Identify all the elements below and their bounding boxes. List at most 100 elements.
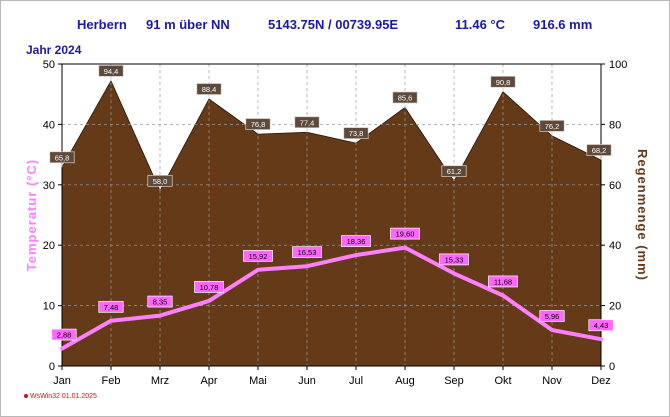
precipitation-data-label-box (392, 91, 418, 104)
temperature-data-label: 11,68 (488, 275, 518, 288)
precipitation-data-label-box (539, 120, 565, 132)
precipitation-data-label: 73,8 (343, 127, 369, 139)
temperature-data-label-box (194, 281, 224, 293)
precipitation-data-label-box (294, 116, 320, 129)
software-credit: WsWin32 01.01.2025 (24, 393, 97, 400)
x-axis-tick-label: Mai (249, 375, 267, 387)
precipitation-data-label: 85,6 (392, 91, 418, 104)
precipitation-data-label-text: 61,2 (447, 167, 462, 176)
temperature-data-label-box (439, 253, 469, 266)
temperature-data-label-box (341, 235, 371, 247)
temperature-data-label-text: 11,68 (494, 277, 512, 286)
precipitation-data-label: 61,2 (441, 165, 467, 178)
precipitation-data-label-text: 68,2 (592, 146, 607, 155)
temperature-data-label-box (243, 249, 273, 262)
x-axis-tick-label: Apr (200, 375, 217, 387)
credit-text: WsWin32 01.01.2025 (30, 393, 97, 400)
year-label: Jahr 2024 (26, 43, 82, 57)
annual-precipitation: 916.6 mm (533, 17, 593, 32)
temperature-data-label-text: 2,88 (57, 331, 72, 340)
plot-border (61, 63, 602, 367)
temperature-data-label-text: 7,48 (104, 303, 119, 312)
temperature-data-label: 2,88 (51, 328, 77, 341)
precipitation-data-label: 76,8 (245, 118, 271, 130)
temperature-line (60, 245, 603, 351)
precipitation-data-label-box (343, 127, 369, 139)
temperature-data-label-text: 4,43 (594, 321, 609, 330)
right-axis-tick-label: 60 (609, 180, 621, 192)
precipitation-data-label: 77,4 (294, 116, 320, 129)
precipitation-data-label-box (490, 75, 516, 88)
temperature-data-label: 8,35 (147, 295, 173, 308)
right-axis-tick-label: 80 (609, 119, 621, 131)
temperature-data-label: 10,78 (194, 281, 224, 293)
temperature-data-label-text: 10,78 (200, 283, 219, 292)
temperature-data-label: 15,92 (243, 249, 273, 262)
precipitation-data-label-text: 77,4 (300, 118, 315, 127)
precipitation-data-label-text: 85,6 (398, 93, 413, 102)
precipitation-data-label-box (147, 174, 173, 187)
x-axis-tick-label: Feb (102, 375, 121, 387)
left-axis-tick-label: 10 (43, 301, 55, 313)
precipitation-data-label-box (586, 144, 612, 156)
x-axis-tick-label: Sep (444, 375, 464, 387)
right-axis-tick-label: 100 (609, 59, 627, 71)
left-axis-tick-label: 50 (43, 59, 55, 71)
precipitation-data-label-box (49, 151, 75, 164)
precipitation-data-label: 94,4 (98, 65, 124, 77)
temperature-data-label: 18,36 (341, 235, 371, 247)
temperature-data-label-box (147, 295, 173, 308)
x-axis-tick-label: Dez (591, 375, 611, 387)
precipitation-data-label: 58,0 (147, 174, 173, 187)
right-axis-tick-label: 0 (609, 361, 615, 373)
right-axis-tick-label: 40 (609, 240, 621, 252)
temperature-data-label: 4,43 (588, 319, 614, 332)
precipitation-data-label-box (196, 83, 222, 95)
temperature-data-label: 19,60 (390, 227, 420, 240)
precipitation-data-label-box (98, 65, 124, 77)
x-axis-tick-label: Aug (395, 375, 415, 387)
x-axis-tick-label: Jul (349, 375, 363, 387)
temperature-data-label-text: 18,36 (347, 237, 366, 246)
precipitation-data-label: 88,4 (196, 83, 222, 95)
left-axis-tick-label: 20 (43, 240, 55, 252)
temperature-data-label: 16,53 (292, 246, 322, 259)
precipitation-data-label-text: 94,4 (104, 67, 119, 76)
temperature-data-label-box (539, 310, 565, 322)
temperature-data-label-text: 16,53 (298, 248, 317, 257)
precipitation-data-label-text: 65,8 (55, 153, 70, 162)
precipitation-data-label-text: 90,8 (496, 78, 511, 87)
temperature-data-label-text: 8,35 (153, 298, 168, 307)
temperature-data-label-box (390, 227, 420, 240)
x-axis-tick-label: Okt (494, 375, 511, 387)
temperature-data-label-box (488, 275, 518, 288)
temperature-data-label-text: 15,92 (249, 252, 268, 261)
x-axis-tick-label: Mrz (151, 375, 169, 387)
temperature-data-label-box (51, 328, 77, 341)
precipitation-data-label: 76,2 (539, 120, 565, 132)
precipitation-data-label: 68,2 (586, 144, 612, 156)
mean-temperature: 11.46 °C (455, 17, 506, 32)
x-axis-tick-label: Jan (53, 375, 71, 387)
credit-bullet-icon (24, 394, 28, 399)
right-axis-tick-label: 20 (609, 301, 621, 313)
temperature-data-label-box (588, 319, 614, 332)
precipitation-data-label-text: 58,0 (153, 177, 168, 186)
temperature-data-label-text: 5,96 (545, 312, 560, 321)
precipitation-data-label: 90,8 (490, 75, 516, 88)
right-axis-title: Regenmenge (mm) (635, 149, 650, 281)
precipitation-data-label-text: 76,8 (251, 120, 266, 129)
precipitation-data-label-text: 88,4 (202, 85, 217, 94)
left-axis-tick-label: 40 (43, 119, 55, 131)
station-name: Herbern (77, 17, 127, 32)
precipitation-data-label: 65,8 (49, 151, 75, 164)
left-axis-tick-label: 0 (49, 361, 55, 373)
precipitation-data-label-box (441, 165, 467, 178)
station-elevation: 91 m über NN (146, 17, 230, 32)
temperature-data-label-box (292, 246, 322, 259)
x-axis-tick-label: Nov (542, 375, 562, 387)
precipitation-area (61, 80, 602, 367)
temperature-data-label-text: 19,60 (396, 230, 415, 239)
temperature-data-label-text: 15,33 (445, 255, 464, 264)
